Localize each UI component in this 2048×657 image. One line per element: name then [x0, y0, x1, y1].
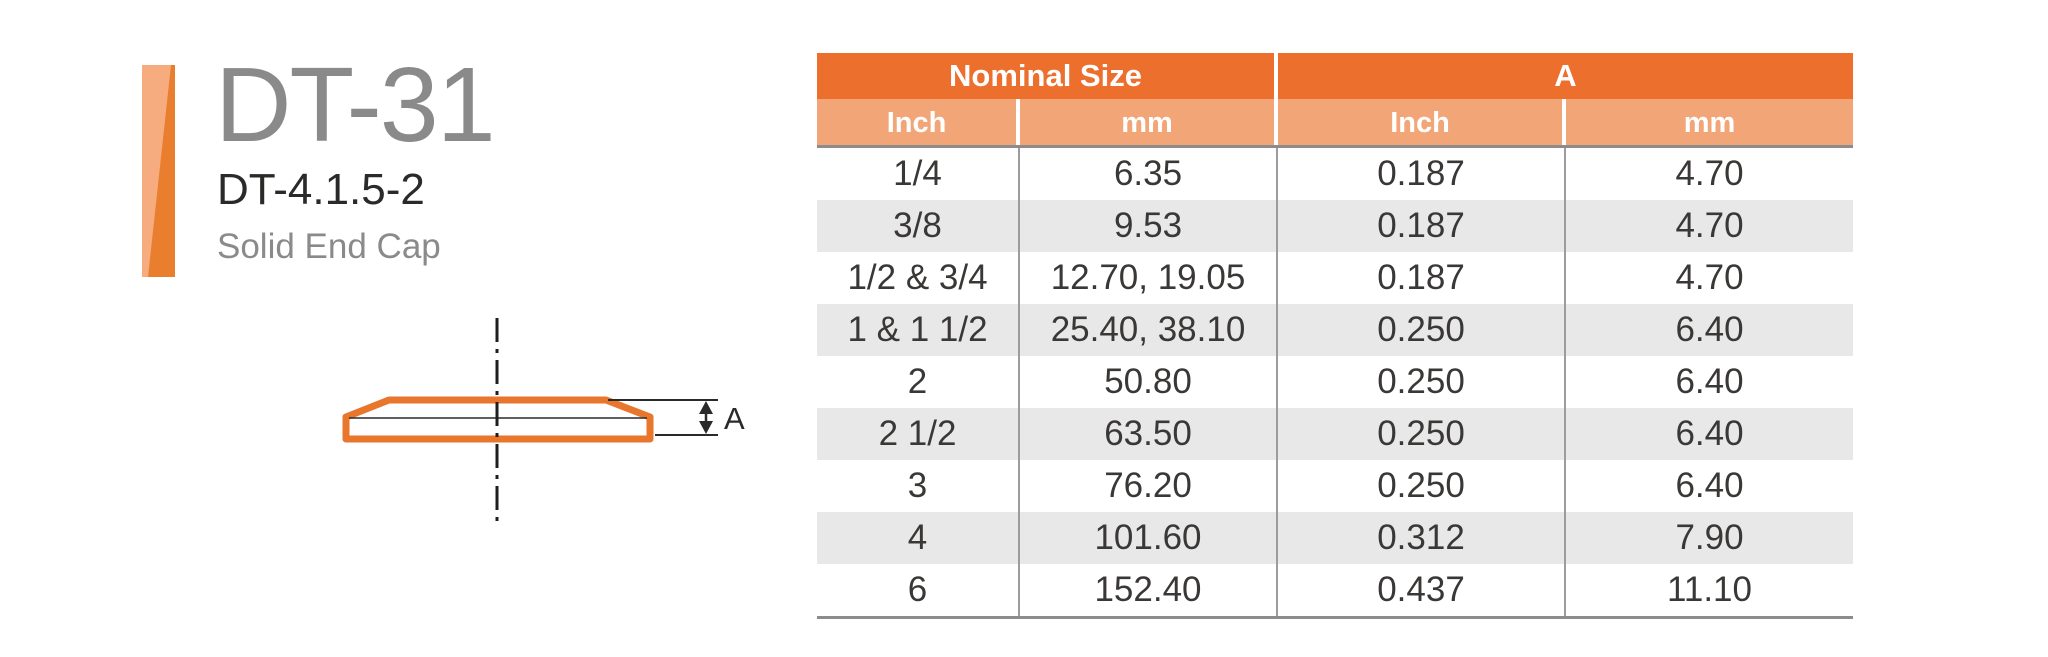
cell-nominal-mm: 101.60 — [1020, 512, 1278, 564]
cell-nominal-mm: 6.35 — [1020, 148, 1278, 200]
table-row: 2 1/2 63.50 0.250 6.40 — [817, 408, 1853, 460]
cell-nominal-inch: 1/2 & 3/4 — [817, 252, 1020, 304]
cell-a-inch: 0.187 — [1278, 148, 1566, 200]
table-unit-header-row: Inch mm Inch mm — [817, 99, 1853, 148]
cell-a-mm: 6.40 — [1675, 310, 1744, 349]
col-header-nominal-inch: Inch — [817, 99, 1020, 145]
spec-table: Nominal Size A Inch mm Inch mm 1/4 6.35 … — [817, 53, 1853, 619]
table-row: 1 & 1 1/2 25.40, 38.10 0.250 6.40 — [817, 304, 1853, 356]
cell-a-mm: 6.40 — [1675, 362, 1744, 401]
table-row: 3/8 9.53 0.187 4.70 — [817, 200, 1853, 252]
product-part-number: DT-4.1.5-2 — [217, 165, 425, 214]
table-row: 1/4 6.35 0.187 4.70 — [817, 148, 1853, 200]
cell-nominal-inch: 6 — [817, 564, 1020, 616]
product-description: Solid End Cap — [217, 227, 441, 266]
cell-a-mm: 4.70 — [1675, 206, 1744, 245]
cell-a-inch: 0.437 — [1278, 564, 1566, 616]
col-group-dimension-a: A — [1554, 58, 1577, 93]
cell-nominal-inch: 1/4 — [817, 148, 1020, 200]
cell-nominal-mm: 12.70, 19.05 — [1020, 252, 1278, 304]
cell-a-mm: 6.40 — [1675, 414, 1744, 453]
cell-a-inch: 0.250 — [1278, 356, 1566, 408]
cell-nominal-inch: 3 — [817, 460, 1020, 512]
cell-nominal-mm: 152.40 — [1020, 564, 1278, 616]
col-header-nominal-mm: mm — [1020, 99, 1278, 145]
cell-a-mm: 4.70 — [1675, 154, 1744, 193]
cell-nominal-mm: 63.50 — [1020, 408, 1278, 460]
cell-a-inch: 0.187 — [1278, 200, 1566, 252]
cell-a-mm: 7.90 — [1675, 518, 1744, 557]
table-body: 1/4 6.35 0.187 4.70 3/8 9.53 0.187 4.70 … — [817, 148, 1853, 616]
cell-nominal-inch: 3/8 — [817, 200, 1020, 252]
end-cap-technical-drawing: A — [342, 318, 745, 522]
table-group-header-row: Nominal Size A — [817, 53, 1853, 99]
cell-a-mm: 11.10 — [1667, 570, 1752, 609]
cell-a-mm: 6.40 — [1675, 466, 1744, 505]
cell-nominal-inch: 4 — [817, 512, 1020, 564]
table-row: 3 76.20 0.250 6.40 — [817, 460, 1853, 512]
cell-nominal-inch: 1 & 1 1/2 — [817, 304, 1020, 356]
brand-stripe-logo — [142, 65, 175, 277]
cell-a-inch: 0.312 — [1278, 512, 1566, 564]
cell-a-inch: 0.187 — [1278, 252, 1566, 304]
cell-nominal-inch: 2 — [817, 356, 1020, 408]
product-model-title: DT-31 — [215, 46, 496, 164]
cell-a-inch: 0.250 — [1278, 408, 1566, 460]
cell-nominal-mm: 25.40, 38.10 — [1020, 304, 1278, 356]
cell-nominal-mm: 76.20 — [1020, 460, 1278, 512]
dimension-arrow — [699, 401, 713, 434]
col-header-a-inch: Inch — [1278, 99, 1566, 145]
dimension-label-a: A — [724, 401, 745, 436]
table-row: 2 50.80 0.250 6.40 — [817, 356, 1853, 408]
cell-a-mm: 4.70 — [1675, 258, 1744, 297]
table-row: 6 152.40 0.437 11.10 — [817, 564, 1853, 616]
cell-nominal-mm: 50.80 — [1020, 356, 1278, 408]
table-row: 4 101.60 0.312 7.90 — [817, 512, 1853, 564]
col-header-a-mm: mm — [1683, 107, 1736, 139]
cell-a-inch: 0.250 — [1278, 304, 1566, 356]
cell-a-inch: 0.250 — [1278, 460, 1566, 512]
table-row: 1/2 & 3/4 12.70, 19.05 0.187 4.70 — [817, 252, 1853, 304]
col-group-nominal-size: Nominal Size — [817, 53, 1278, 99]
cell-nominal-inch: 2 1/2 — [817, 408, 1020, 460]
cell-nominal-mm: 9.53 — [1020, 200, 1278, 252]
